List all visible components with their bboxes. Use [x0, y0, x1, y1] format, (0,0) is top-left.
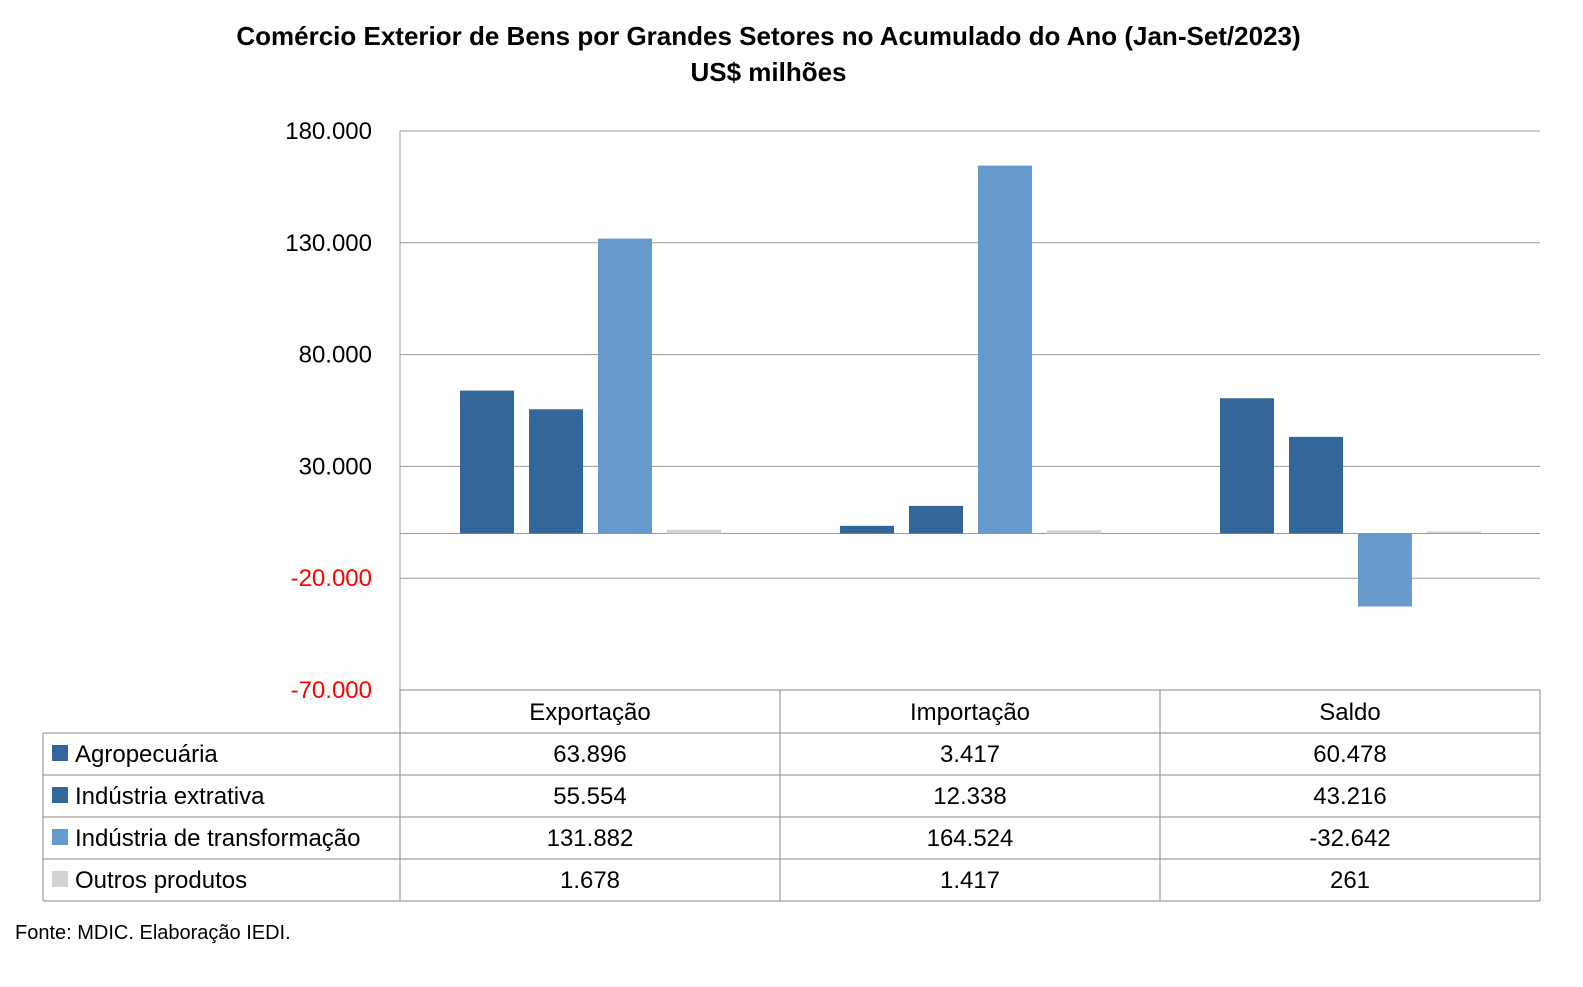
category-label: Exportação: [529, 699, 650, 726]
bar: [840, 525, 894, 534]
y-tick-label: -70.000: [291, 677, 372, 704]
data-label: 60.478: [1313, 741, 1386, 768]
data-label: 131.882: [547, 825, 634, 852]
legend-swatch: [52, 745, 68, 761]
y-tick-label: 80.000: [299, 342, 372, 369]
source-note: Fonte: MDIC. Elaboração IEDI.: [15, 922, 291, 944]
data-label: 1.417: [940, 867, 1000, 894]
legend-swatch: [52, 871, 68, 887]
bar: [1289, 436, 1343, 534]
y-tick-label: 30.000: [299, 453, 372, 480]
data-label: -32.642: [1309, 825, 1390, 852]
legend-label: Indústria extrativa: [75, 783, 265, 810]
category-label: Saldo: [1319, 699, 1380, 726]
bar: [598, 238, 652, 534]
data-label: 63.896: [553, 741, 626, 768]
chart-subtitle: US$ milhões: [690, 57, 847, 87]
legend-label: Indústria de transformação: [75, 825, 360, 852]
bar: [978, 165, 1032, 534]
bar: [1047, 530, 1101, 534]
bar: [909, 505, 963, 534]
bar: [1427, 531, 1481, 533]
bar: [460, 390, 514, 534]
data-label: 43.216: [1313, 783, 1386, 810]
legend-label: Agropecuária: [75, 741, 218, 768]
legend-swatch: [52, 829, 68, 845]
bar: [1220, 398, 1274, 534]
bar: [667, 529, 721, 534]
bar: [529, 409, 583, 534]
data-label: 12.338: [933, 783, 1006, 810]
bar: [1358, 533, 1412, 607]
category-label: Importação: [910, 699, 1030, 726]
data-label: 3.417: [940, 741, 1000, 768]
data-label: 55.554: [553, 783, 626, 810]
y-tick-label: -20.000: [291, 565, 372, 592]
legend-label: Outros produtos: [75, 867, 247, 894]
chart-title: Comércio Exterior de Bens por Grandes Se…: [0, 18, 1537, 90]
legend-swatch: [52, 787, 68, 803]
data-label: 164.524: [927, 825, 1014, 852]
chart-title-main: Comércio Exterior de Bens por Grandes Se…: [236, 21, 1301, 51]
data-label: 1.678: [560, 867, 620, 894]
data-label: 261: [1330, 867, 1370, 894]
y-tick-label: 130.000: [285, 230, 372, 257]
y-tick-label: 180.000: [285, 118, 372, 145]
